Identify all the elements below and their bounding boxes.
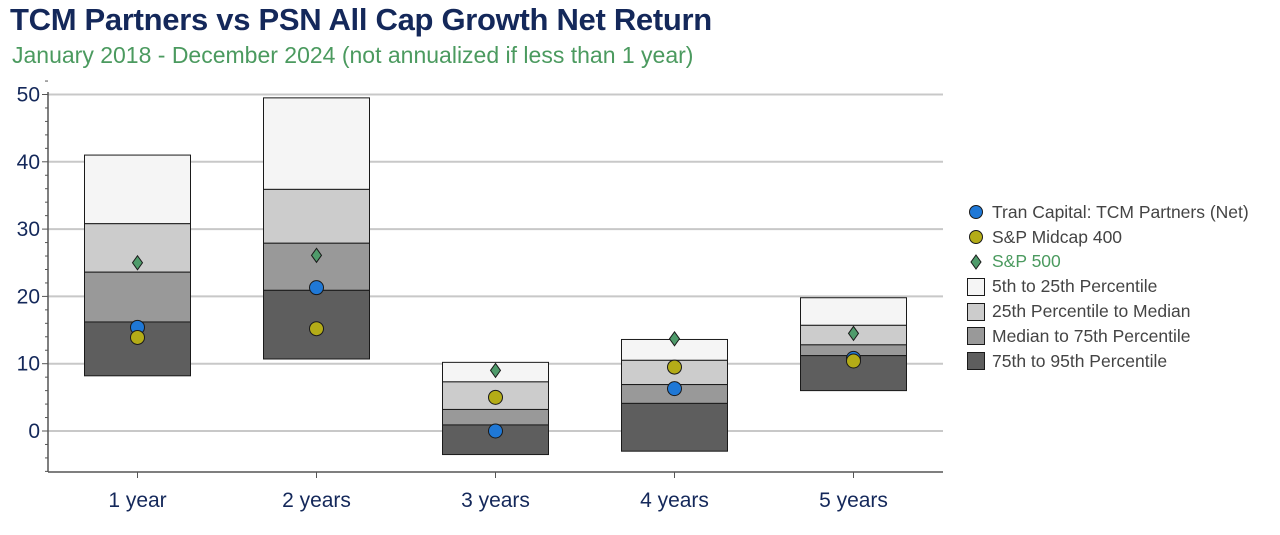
legend-square-icon: [966, 327, 985, 346]
x-tick-label: 3 years: [461, 489, 530, 512]
x-tick-label: 1 year: [108, 489, 166, 512]
sp500-marker: [847, 325, 860, 342]
x-tick-label: 4 years: [640, 489, 709, 512]
legend-item-midcap: S&P Midcap 400: [966, 225, 1249, 250]
y-tick-label: 10: [17, 353, 40, 376]
midcap-marker: [846, 353, 861, 369]
legend-label: 75th to 95th Percentile: [992, 350, 1168, 371]
legend-item-band-median-75: Median to 75th Percentile: [966, 324, 1249, 349]
band-5-25: [84, 154, 191, 225]
chart-title: TCM Partners vs PSN All Cap Growth Net R…: [10, 2, 712, 37]
band-median-75: [84, 271, 191, 323]
x-tick-label: 2 years: [282, 489, 351, 512]
legend-circle-icon: [966, 203, 985, 222]
band-25-median: [263, 188, 370, 244]
y-tick-label: 50: [17, 84, 40, 107]
tcm-marker: [488, 423, 503, 439]
x-tick-label: 5 years: [819, 489, 888, 512]
legend-item-sp500: S&P 500: [966, 250, 1249, 275]
y-tick-label: 30: [17, 218, 40, 241]
band-median-75: [442, 408, 549, 426]
midcap-marker: [488, 389, 503, 405]
legend-diamond-icon: [966, 252, 985, 271]
legend-label: 5th to 25th Percentile: [992, 276, 1158, 297]
band-5-25: [800, 297, 907, 326]
legend-item-tcm: Tran Capital: TCM Partners (Net): [966, 200, 1249, 225]
legend-label: Tran Capital: TCM Partners (Net): [992, 201, 1249, 222]
legend-item-band-5-25: 5th to 25th Percentile: [966, 274, 1249, 299]
y-tick-label: 40: [17, 151, 40, 174]
y-tick-label: 0: [28, 420, 40, 443]
sp500-marker: [310, 247, 323, 264]
band-75-95: [621, 402, 728, 452]
legend-circle-icon: [966, 228, 985, 247]
legend-square-icon: [966, 352, 985, 371]
midcap-marker: [130, 329, 145, 345]
legend-label: S&P 500: [992, 251, 1061, 272]
sp500-marker: [489, 362, 502, 379]
legend-square-icon: [966, 302, 985, 321]
tcm-marker: [667, 381, 682, 397]
chart-legend: Tran Capital: TCM Partners (Net) S&P Mid…: [966, 200, 1249, 374]
sp500-marker: [668, 330, 681, 347]
sp500-marker: [131, 254, 144, 271]
legend-label: Median to 75th Percentile: [992, 325, 1191, 346]
legend-item-band-75-95: 75th to 95th Percentile: [966, 349, 1249, 374]
legend-square-icon: [966, 277, 985, 296]
band-5-25: [263, 97, 370, 190]
legend-label: S&P Midcap 400: [992, 226, 1123, 247]
midcap-marker: [309, 321, 324, 337]
legend-item-band-25-median: 25th Percentile to Median: [966, 299, 1249, 324]
midcap-marker: [667, 359, 682, 375]
chart-subtitle: January 2018 - December 2024 (not annual…: [12, 42, 694, 68]
y-tick-label: 20: [17, 285, 40, 308]
tcm-marker: [309, 280, 324, 296]
legend-label: 25th Percentile to Median: [992, 301, 1191, 322]
